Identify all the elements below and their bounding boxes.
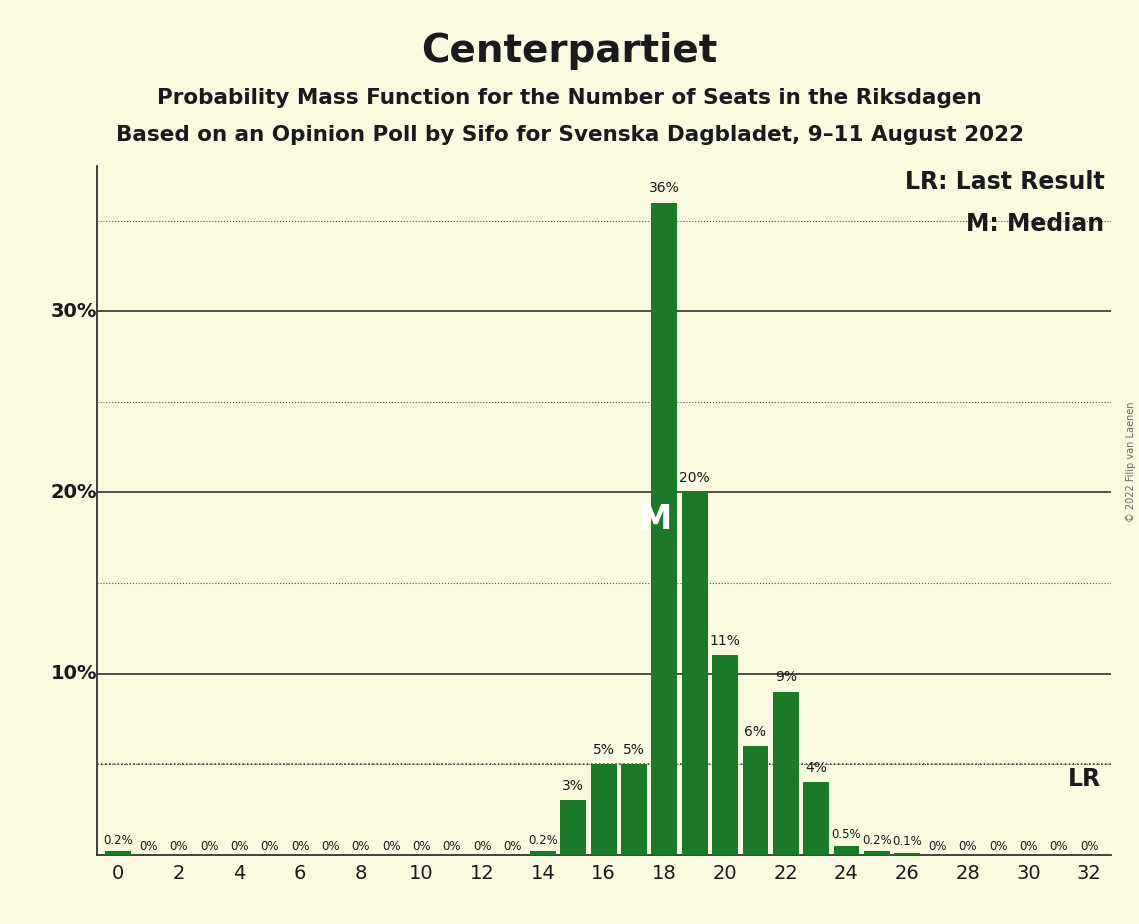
- Bar: [591, 764, 616, 855]
- Text: 0%: 0%: [352, 840, 370, 853]
- Bar: [803, 783, 829, 855]
- Bar: [652, 202, 678, 855]
- Text: 0%: 0%: [382, 840, 401, 853]
- Text: Centerpartiet: Centerpartiet: [421, 32, 718, 70]
- Text: 5%: 5%: [592, 743, 615, 757]
- Text: 0%: 0%: [230, 840, 248, 853]
- Text: 0.2%: 0.2%: [862, 833, 892, 846]
- Text: 20%: 20%: [50, 483, 97, 502]
- Text: 0.2%: 0.2%: [104, 833, 133, 846]
- Text: 0%: 0%: [1050, 840, 1068, 853]
- Text: 20%: 20%: [679, 471, 710, 485]
- Bar: [621, 764, 647, 855]
- Text: 4%: 4%: [805, 761, 827, 775]
- Bar: [773, 692, 798, 855]
- Text: 0%: 0%: [1080, 840, 1098, 853]
- Text: 0%: 0%: [989, 840, 1008, 853]
- Bar: [105, 851, 131, 855]
- Text: 36%: 36%: [649, 181, 680, 195]
- Text: 0%: 0%: [1019, 840, 1038, 853]
- Text: 0%: 0%: [412, 840, 431, 853]
- Bar: [743, 746, 769, 855]
- Text: M: M: [639, 503, 672, 536]
- Bar: [894, 853, 920, 855]
- Bar: [682, 492, 707, 855]
- Text: LR: Last Result: LR: Last Result: [904, 170, 1105, 194]
- Text: © 2022 Filip van Laenen: © 2022 Filip van Laenen: [1126, 402, 1136, 522]
- Text: 3%: 3%: [563, 779, 584, 793]
- Text: 6%: 6%: [745, 724, 767, 739]
- Text: M: Median: M: Median: [966, 212, 1105, 236]
- Text: 0%: 0%: [959, 840, 977, 853]
- Text: Probability Mass Function for the Number of Seats in the Riksdagen: Probability Mass Function for the Number…: [157, 88, 982, 108]
- Text: 0%: 0%: [290, 840, 310, 853]
- Text: 9%: 9%: [775, 671, 797, 685]
- Text: 0.5%: 0.5%: [831, 828, 861, 841]
- Text: 0%: 0%: [139, 840, 157, 853]
- Bar: [530, 851, 556, 855]
- Text: Based on an Opinion Poll by Sifo for Svenska Dagbladet, 9–11 August 2022: Based on an Opinion Poll by Sifo for Sve…: [115, 125, 1024, 145]
- Text: 5%: 5%: [623, 743, 645, 757]
- Bar: [712, 655, 738, 855]
- Text: 0.1%: 0.1%: [892, 835, 923, 848]
- Text: 0%: 0%: [199, 840, 219, 853]
- Text: 0%: 0%: [928, 840, 947, 853]
- Text: 11%: 11%: [710, 634, 740, 649]
- Text: 10%: 10%: [50, 664, 97, 683]
- Bar: [863, 851, 890, 855]
- Bar: [834, 845, 859, 855]
- Text: LR: LR: [1068, 767, 1101, 791]
- Text: 0%: 0%: [503, 840, 522, 853]
- Text: 0%: 0%: [321, 840, 339, 853]
- Text: 0%: 0%: [261, 840, 279, 853]
- Bar: [560, 800, 587, 855]
- Text: 0%: 0%: [443, 840, 461, 853]
- Text: 30%: 30%: [50, 302, 97, 321]
- Text: 0%: 0%: [170, 840, 188, 853]
- Text: 0.2%: 0.2%: [528, 833, 558, 846]
- Text: 0%: 0%: [473, 840, 492, 853]
